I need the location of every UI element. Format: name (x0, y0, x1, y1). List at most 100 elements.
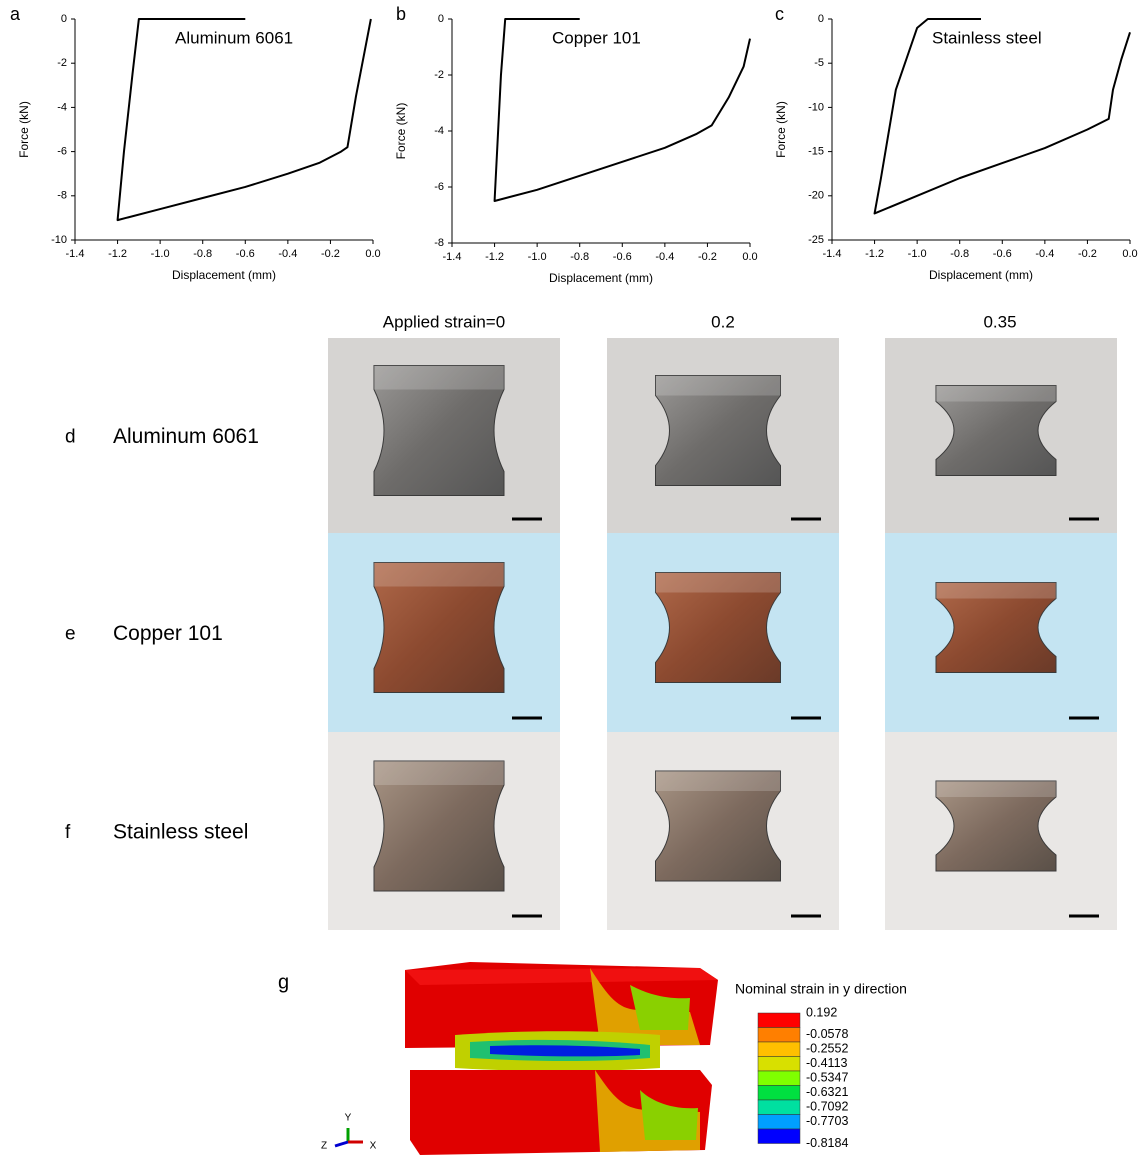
y-tick-label: 0 (438, 13, 444, 25)
specimen-flange (374, 365, 504, 390)
specimen (373, 760, 505, 892)
chart-title: Aluminum 6061 (175, 28, 293, 47)
y-tick-label: -25 (808, 234, 824, 246)
x-tick-label: -1.4 (66, 248, 85, 260)
specimen (935, 385, 1057, 476)
y-tick-label: -2 (57, 57, 67, 69)
y-tick-label: -20 (808, 190, 824, 202)
legend-swatch (757, 1099, 801, 1115)
specimen (373, 562, 505, 693)
data-line (873, 18, 1131, 215)
triad-label: X (370, 1141, 377, 1152)
x-axis-label: Displacement (mm) (549, 271, 653, 285)
legend-swatch (757, 1041, 801, 1057)
specimen-flange (655, 375, 781, 396)
data-line (493, 18, 751, 202)
legend-level: -0.2552 (806, 1042, 848, 1056)
legend-level: -0.6321 (806, 1085, 848, 1099)
legend-swatch (757, 1070, 801, 1086)
x-tick-label: -0.2 (321, 248, 340, 260)
y-tick-label: -6 (434, 181, 444, 193)
specimen (935, 780, 1057, 872)
y-tick-label: -2 (434, 69, 444, 81)
x-tick-label: -0.4 (655, 251, 674, 263)
x-axis-label: Displacement (mm) (929, 268, 1033, 282)
x-tick-label: -1.2 (865, 248, 884, 260)
y-tick-label: -5 (814, 57, 824, 69)
x-tick-label: -0.2 (1078, 248, 1097, 260)
x-tick-label: -0.4 (278, 248, 297, 260)
panel-label: g (278, 971, 289, 993)
specimen (935, 582, 1057, 673)
triad-label: Y (345, 1113, 352, 1124)
fea-neck (490, 1045, 640, 1057)
legend-swatch (757, 1056, 801, 1072)
fea-band (630, 985, 690, 1030)
x-tick-label: -1.4 (443, 251, 462, 263)
x-tick-label: -0.8 (570, 251, 589, 263)
x-tick-label: -1.2 (108, 248, 127, 260)
y-axis-label: Force (kN) (394, 103, 408, 160)
column-header: Applied strain=0 (383, 312, 505, 331)
y-tick-label: 0 (818, 13, 824, 25)
column-header: 0.2 (711, 312, 735, 331)
chart-title: Stainless steel (932, 28, 1042, 47)
y-tick-label: 0 (61, 13, 67, 25)
x-tick-label: -0.6 (993, 248, 1012, 260)
y-tick-label: -4 (57, 101, 67, 113)
specimen (655, 770, 781, 882)
legend-level: -0.5347 (806, 1071, 848, 1085)
legend-level: -0.7092 (806, 1100, 848, 1114)
panel-label: a (10, 4, 21, 24)
specimen-flange (936, 582, 1056, 599)
legend-level: -0.8184 (806, 1136, 848, 1150)
specimen-flange (655, 572, 781, 593)
panel-label: d (65, 427, 76, 448)
specimen-flange (374, 761, 504, 785)
specimen-flange (936, 385, 1056, 402)
triad-z (334, 1140, 349, 1148)
panel-label: c (775, 4, 784, 24)
specimen (373, 365, 505, 496)
fea-band (640, 1090, 698, 1140)
x-tick-label: 0.0 (1122, 248, 1137, 260)
legend-swatch (757, 1027, 801, 1043)
x-tick-label: -0.8 (950, 248, 969, 260)
y-tick-label: -8 (434, 237, 444, 249)
legend-level: 0.192 (806, 1005, 837, 1019)
y-axis-label: Force (kN) (774, 101, 788, 158)
x-tick-label: 0.0 (742, 251, 757, 263)
x-tick-label: -0.2 (698, 251, 717, 263)
x-tick-label: -1.0 (908, 248, 927, 260)
legend-level: -0.4113 (806, 1056, 848, 1070)
photo-grid (328, 338, 1117, 930)
panel-label: f (65, 822, 71, 843)
specimen-flange (655, 771, 781, 791)
x-tick-label: -1.2 (485, 251, 504, 263)
specimen-flange (936, 781, 1056, 797)
x-tick-label: -0.8 (193, 248, 212, 260)
x-tick-label: 0.0 (365, 248, 380, 260)
legend-title: Nominal strain in y direction (735, 981, 907, 997)
y-tick-label: -10 (51, 234, 67, 246)
x-tick-label: -0.4 (1035, 248, 1054, 260)
legend-swatch (757, 1128, 801, 1144)
fea-top-face (405, 968, 718, 985)
specimen-flange (374, 562, 504, 587)
chart-title: Copper 101 (552, 28, 641, 47)
specimen (655, 572, 781, 683)
x-tick-label: -1.4 (823, 248, 842, 260)
row-label: Stainless steel (113, 821, 248, 844)
row-label: Aluminum 6061 (113, 425, 259, 448)
x-tick-label: -1.0 (151, 248, 170, 260)
y-axis-label: Force (kN) (17, 101, 31, 158)
legend-swatch (757, 1114, 801, 1130)
panel-label: b (396, 4, 406, 24)
axis-triad: Y Z X (321, 1113, 377, 1152)
x-tick-label: -1.0 (528, 251, 547, 263)
x-tick-label: -0.6 (613, 251, 632, 263)
data-line (116, 18, 372, 222)
fea-model (405, 962, 718, 1155)
y-tick-label: -6 (57, 146, 67, 158)
column-header: 0.35 (983, 312, 1016, 331)
